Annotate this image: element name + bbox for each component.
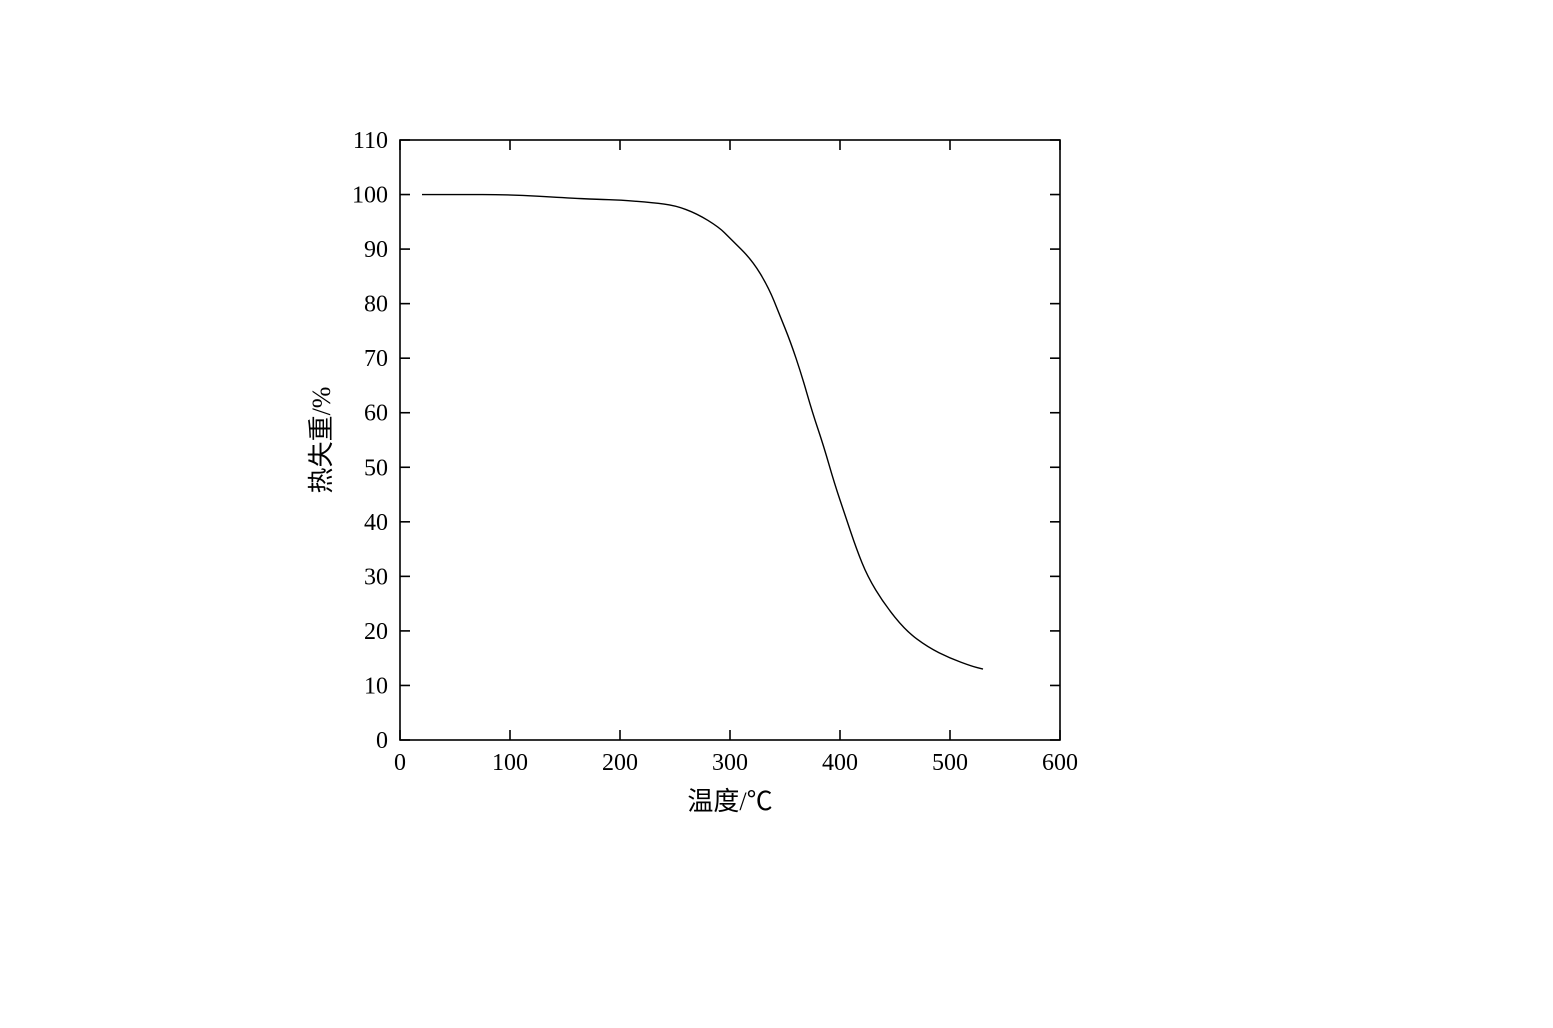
xtick-label: 400 bbox=[822, 750, 858, 776]
xtick-label: 500 bbox=[932, 750, 968, 776]
ytick-label: 50 bbox=[364, 455, 388, 481]
xtick-label: 100 bbox=[492, 750, 528, 776]
ytick-label: 70 bbox=[364, 346, 388, 372]
ytick-label: 10 bbox=[364, 673, 388, 699]
ytick-label: 30 bbox=[364, 564, 388, 590]
ytick-label: 100 bbox=[352, 183, 388, 209]
ytick-label: 40 bbox=[364, 510, 388, 536]
xtick-label: 0 bbox=[394, 750, 406, 776]
y-axis-label: 热失重/% bbox=[307, 387, 336, 494]
ytick-label: 60 bbox=[364, 401, 388, 427]
tga-chart: 0 100 200 300 400 500 600 0 10 20 30 40 50 60 70 80 90 10… bbox=[280, 120, 1080, 840]
plot-frame bbox=[400, 140, 1060, 740]
ytick-label: 0 bbox=[376, 728, 388, 754]
x-axis-label: 温度/℃ bbox=[687, 787, 772, 816]
xtick-label: 200 bbox=[602, 750, 638, 776]
tga-curve bbox=[422, 195, 983, 670]
ytick-label: 20 bbox=[364, 619, 388, 645]
xtick-label: 600 bbox=[1042, 750, 1078, 776]
ytick-label: 90 bbox=[364, 237, 388, 263]
ytick-label: 110 bbox=[353, 128, 388, 154]
chart-svg: 0 100 200 300 400 500 600 0 10 20 30 40 50 60 70 80 90 10… bbox=[280, 120, 1080, 840]
xtick-label: 300 bbox=[712, 750, 748, 776]
ytick-label: 80 bbox=[364, 292, 388, 318]
